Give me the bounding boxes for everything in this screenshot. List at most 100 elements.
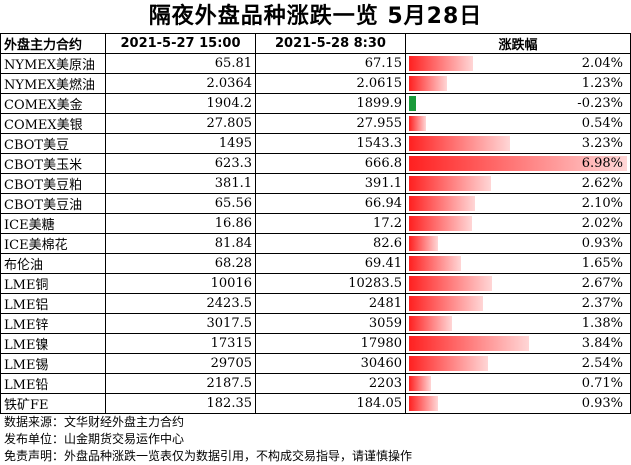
curr-price: 66.94: [255, 193, 406, 214]
table-row: COMEX美银 27.805 27.955 0.54%: [0, 113, 631, 134]
curr-price: 1899.9: [255, 93, 406, 114]
change-value: 1.23%: [581, 76, 623, 91]
change-bar: [409, 316, 453, 331]
change-bar: [409, 276, 493, 291]
prev-price: 81.84: [105, 233, 256, 254]
change-value: 1.65%: [581, 256, 623, 271]
contract-name: NYMEX美原油: [0, 53, 106, 74]
table-row: NYMEX美原油 65.81 67.15 2.04%: [0, 53, 631, 74]
change-cell: 2.02%: [405, 213, 631, 234]
change-value: -0.23%: [577, 96, 623, 111]
change-cell: 1.38%: [405, 313, 631, 334]
price-change-table: 外盘主力合约 2021-5-27 15:00 2021-5-28 8:30 涨跌…: [0, 33, 631, 414]
prev-price: 623.3: [105, 153, 256, 174]
prev-price: 17315: [105, 333, 256, 354]
curr-price: 69.41: [255, 253, 406, 274]
change-cell: 1.65%: [405, 253, 631, 274]
prev-price: 65.81: [105, 53, 256, 74]
change-value: 0.93%: [581, 396, 623, 411]
table-row: CBOT美豆粕 381.1 391.1 2.62%: [0, 173, 631, 194]
curr-price: 2481: [255, 293, 406, 314]
table-row: ICE美棉花 81.84 82.6 0.93%: [0, 233, 631, 254]
prev-price: 65.56: [105, 193, 256, 214]
table-row: CBOT美豆 1495 1543.3 3.23%: [0, 133, 631, 154]
curr-price: 17980: [255, 333, 406, 354]
change-value: 2.62%: [581, 176, 623, 191]
contract-name: CBOT美玉米: [0, 153, 106, 174]
change-value: 0.93%: [581, 236, 623, 251]
change-cell: 2.37%: [405, 293, 631, 314]
change-cell: 2.10%: [405, 193, 631, 214]
change-cell: 3.23%: [405, 133, 631, 154]
contract-name: CBOT美豆: [0, 133, 106, 154]
change-value: 0.71%: [581, 376, 623, 391]
contract-name: CBOT美豆油: [0, 193, 106, 214]
contract-name: NYMEX美燃油: [0, 73, 106, 94]
change-cell: 0.93%: [405, 233, 631, 254]
curr-price: 67.15: [255, 53, 406, 74]
change-bar: [409, 356, 489, 371]
contract-name: ICE美糖: [0, 213, 106, 234]
header-prev-time: 2021-5-27 15:00: [105, 33, 256, 54]
table-row: LME镍 17315 17980 3.84%: [0, 333, 631, 354]
change-bar: [409, 216, 473, 231]
change-value: 3.23%: [581, 136, 623, 151]
table-row: CBOT美豆油 65.56 66.94 2.10%: [0, 193, 631, 214]
change-bar: [409, 136, 510, 151]
change-cell: 1.23%: [405, 73, 631, 94]
table-row: COMEX美金 1904.2 1899.9 -0.23%: [0, 93, 631, 114]
curr-price: 3059: [255, 313, 406, 334]
prev-price: 2187.5: [105, 373, 256, 394]
curr-price: 82.6: [255, 233, 406, 254]
change-cell: 3.84%: [405, 333, 631, 354]
change-value: 2.37%: [581, 296, 623, 311]
contract-name: LME锌: [0, 313, 106, 334]
change-bar: [409, 396, 439, 411]
change-bar: [409, 196, 475, 211]
curr-price: 1543.3: [255, 133, 406, 154]
prev-price: 68.28: [105, 253, 256, 274]
change-bar: [409, 336, 529, 351]
change-cell: -0.23%: [405, 93, 631, 114]
change-bar: [409, 176, 491, 191]
table-row: LME铝 2423.5 2481 2.37%: [0, 293, 631, 314]
curr-price: 2203: [255, 373, 406, 394]
change-cell: 2.04%: [405, 53, 631, 74]
prev-price: 2423.5: [105, 293, 256, 314]
prev-price: 29705: [105, 353, 256, 374]
prev-price: 16.86: [105, 213, 256, 234]
contract-name: LME锡: [0, 353, 106, 374]
change-value: 2.54%: [581, 356, 623, 371]
contract-name: 布伦油: [0, 253, 106, 274]
curr-price: 30460: [255, 353, 406, 374]
header-curr-time: 2021-5-28 8:30: [255, 33, 406, 54]
curr-price: 27.955: [255, 113, 406, 134]
change-cell: 2.67%: [405, 273, 631, 294]
curr-price: 666.8: [255, 153, 406, 174]
curr-price: 17.2: [255, 213, 406, 234]
change-bar: [409, 256, 461, 271]
table-row: NYMEX美燃油 2.0364 2.0615 1.23%: [0, 73, 631, 94]
table-row: CBOT美玉米 623.3 666.8 6.98%: [0, 153, 631, 174]
prev-price: 1495: [105, 133, 256, 154]
contract-name: 铁矿FE: [0, 393, 106, 414]
table-header-row: 外盘主力合约 2021-5-27 15:00 2021-5-28 8:30 涨跌…: [0, 33, 631, 54]
change-bar: [409, 96, 417, 111]
contract-name: CBOT美豆粕: [0, 173, 106, 194]
contract-name: LME铅: [0, 373, 106, 394]
table-row: LME铅 2187.5 2203 0.71%: [0, 373, 631, 394]
curr-price: 2.0615: [255, 73, 406, 94]
change-value: 1.38%: [581, 316, 623, 331]
change-value: 2.04%: [581, 56, 623, 71]
prev-price: 10016: [105, 273, 256, 294]
change-bar: [409, 116, 426, 131]
change-cell: 0.54%: [405, 113, 631, 134]
change-cell: 6.98%: [405, 153, 631, 174]
change-bar: [409, 296, 484, 311]
change-value: 3.84%: [581, 336, 623, 351]
change-cell: 2.54%: [405, 353, 631, 374]
table-row: LME锡 29705 30460 2.54%: [0, 353, 631, 374]
change-cell: 0.93%: [405, 393, 631, 414]
contract-name: COMEX美金: [0, 93, 106, 114]
change-bar: [409, 56, 473, 71]
